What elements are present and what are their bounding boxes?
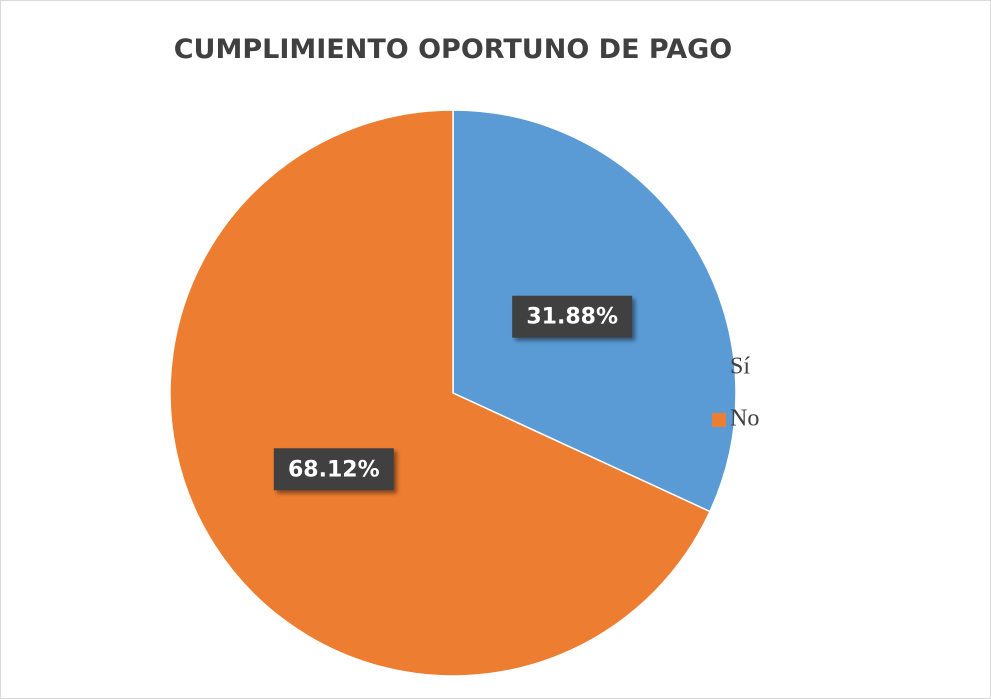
legend-label: No	[730, 406, 759, 432]
legend-label: Sí	[730, 354, 750, 380]
data-label: 68.12%	[288, 457, 380, 482]
label-box	[273, 448, 394, 491]
legend-swatch	[712, 413, 726, 427]
chart-title: CUMPLIMIENTO OPORTUNO DE PAGO	[174, 34, 733, 65]
data-label: 31.88%	[526, 305, 618, 330]
legend-swatch	[712, 361, 726, 375]
label-box	[512, 295, 633, 338]
pie-slice	[169, 109, 711, 677]
